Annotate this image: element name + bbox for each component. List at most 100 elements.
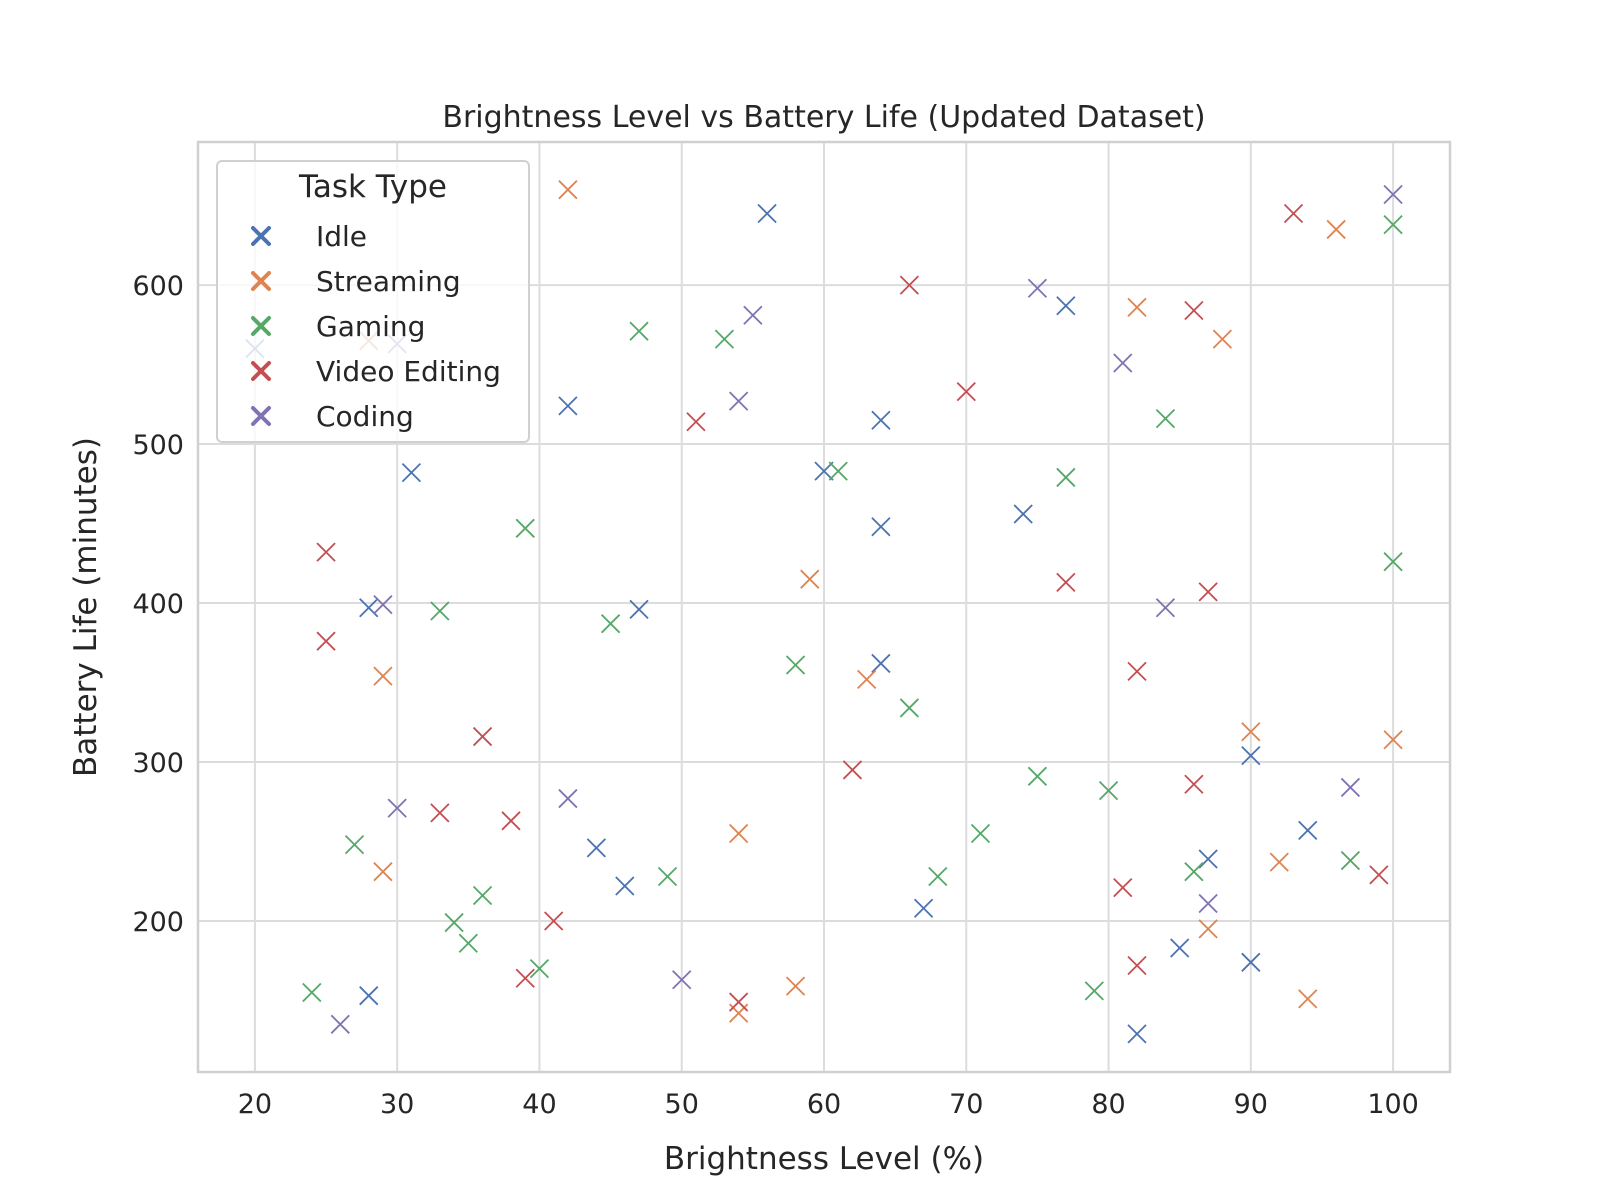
point-gaming bbox=[1056, 467, 1076, 488]
legend-marker-streaming bbox=[251, 271, 271, 291]
point-video-editing bbox=[728, 992, 749, 1012]
point-idle bbox=[1056, 296, 1076, 316]
point-video-editing bbox=[1283, 203, 1304, 224]
point-idle bbox=[1241, 746, 1261, 766]
point-video-editing bbox=[1056, 572, 1076, 592]
point-idle bbox=[913, 898, 934, 918]
point-gaming bbox=[600, 614, 621, 634]
point-coding bbox=[672, 970, 692, 990]
point-gaming bbox=[1084, 981, 1104, 1001]
point-idle bbox=[1198, 849, 1218, 869]
point-idle bbox=[629, 599, 649, 620]
point-coding bbox=[1113, 353, 1133, 373]
point-video-editing bbox=[1113, 877, 1133, 898]
legend-label-idle: Idle bbox=[316, 220, 367, 253]
legend-box bbox=[216, 160, 530, 443]
data-points bbox=[245, 180, 1403, 1044]
point-gaming bbox=[828, 461, 848, 481]
point-streaming bbox=[1241, 722, 1261, 742]
point-idle bbox=[757, 203, 777, 224]
legend-label-gaming: Gaming bbox=[316, 310, 425, 343]
x-tick-label: 60 bbox=[807, 1089, 841, 1120]
point-gaming bbox=[1383, 552, 1403, 572]
y-tick-label: 300 bbox=[132, 748, 184, 779]
point-idle bbox=[1170, 938, 1190, 958]
legend-marker-idle bbox=[251, 226, 271, 246]
point-gaming bbox=[529, 959, 550, 979]
point-gaming bbox=[1098, 780, 1119, 801]
point-gaming bbox=[430, 601, 450, 621]
point-streaming bbox=[800, 569, 820, 589]
point-gaming bbox=[1155, 408, 1176, 429]
point-streaming bbox=[373, 666, 393, 686]
point-idle bbox=[401, 463, 422, 483]
point-video-editing bbox=[1127, 661, 1147, 682]
legend-label-coding: Coding bbox=[316, 400, 414, 433]
y-tick-label: 600 bbox=[132, 271, 184, 302]
point-video-editing bbox=[1184, 300, 1204, 321]
point-gaming bbox=[1383, 215, 1403, 235]
point-streaming bbox=[1127, 297, 1147, 317]
point-coding bbox=[743, 305, 763, 325]
point-video-editing bbox=[956, 381, 976, 402]
point-streaming bbox=[373, 862, 393, 882]
point-video-editing bbox=[1198, 582, 1218, 602]
legend-item-coding: Coding bbox=[251, 400, 414, 433]
legend-marker-coding bbox=[251, 406, 271, 426]
point-streaming bbox=[1269, 852, 1289, 872]
point-idle bbox=[558, 396, 578, 416]
point-coding bbox=[558, 788, 578, 809]
point-video-editing bbox=[316, 542, 336, 562]
point-gaming bbox=[1184, 862, 1204, 882]
point-coding bbox=[1027, 278, 1048, 298]
point-coding bbox=[330, 1014, 350, 1034]
legend-item-idle: Idle bbox=[251, 220, 367, 253]
x-tick-label: 30 bbox=[380, 1089, 414, 1120]
point-idle bbox=[1127, 1024, 1147, 1044]
point-gaming bbox=[899, 698, 920, 718]
point-video-editing bbox=[1369, 865, 1389, 885]
point-video-editing bbox=[899, 275, 920, 295]
x-tick-label: 80 bbox=[1091, 1089, 1125, 1120]
legend-marker-video-editing bbox=[251, 361, 271, 381]
y-axis-label: Battery Life (minutes) bbox=[68, 437, 104, 777]
point-gaming bbox=[458, 933, 478, 953]
legend-label-streaming: Streaming bbox=[316, 265, 461, 298]
y-axis-ticks: 200 300 400 500 600 bbox=[132, 271, 184, 938]
point-streaming bbox=[1298, 989, 1318, 1009]
point-idle bbox=[1241, 952, 1261, 972]
point-gaming bbox=[515, 518, 535, 538]
point-streaming bbox=[558, 180, 578, 200]
point-streaming bbox=[1326, 219, 1346, 240]
x-axis-ticks: 20 30 40 50 60 70 80 90 100 bbox=[238, 1089, 1419, 1120]
x-tick-label: 50 bbox=[665, 1089, 699, 1120]
point-video-editing bbox=[316, 631, 336, 651]
legend-item-video-editing: Video Editing bbox=[251, 355, 501, 388]
point-idle bbox=[359, 986, 379, 1006]
point-coding bbox=[728, 391, 749, 411]
point-coding bbox=[1198, 893, 1218, 914]
point-video-editing bbox=[544, 911, 564, 931]
point-idle bbox=[871, 653, 891, 674]
x-tick-label: 20 bbox=[238, 1089, 272, 1120]
point-streaming bbox=[857, 669, 877, 689]
point-gaming bbox=[302, 982, 322, 1003]
chart-title: Brightness Level vs Battery Life (Update… bbox=[442, 100, 1205, 135]
grid bbox=[198, 142, 1450, 1072]
point-coding bbox=[387, 798, 407, 818]
x-axis-label: Brightness Level (%) bbox=[664, 1141, 984, 1177]
point-video-editing bbox=[1184, 774, 1204, 794]
y-tick-label: 200 bbox=[132, 907, 184, 938]
x-tick-label: 70 bbox=[949, 1089, 983, 1120]
point-streaming bbox=[1383, 730, 1403, 750]
y-tick-label: 400 bbox=[132, 589, 184, 620]
point-gaming bbox=[928, 866, 948, 887]
point-streaming bbox=[1212, 329, 1233, 349]
point-gaming bbox=[472, 885, 493, 906]
point-streaming bbox=[785, 976, 806, 996]
point-streaming bbox=[1198, 919, 1218, 939]
point-coding bbox=[1155, 598, 1176, 618]
point-video-editing bbox=[1127, 955, 1147, 976]
point-gaming bbox=[1027, 766, 1048, 786]
